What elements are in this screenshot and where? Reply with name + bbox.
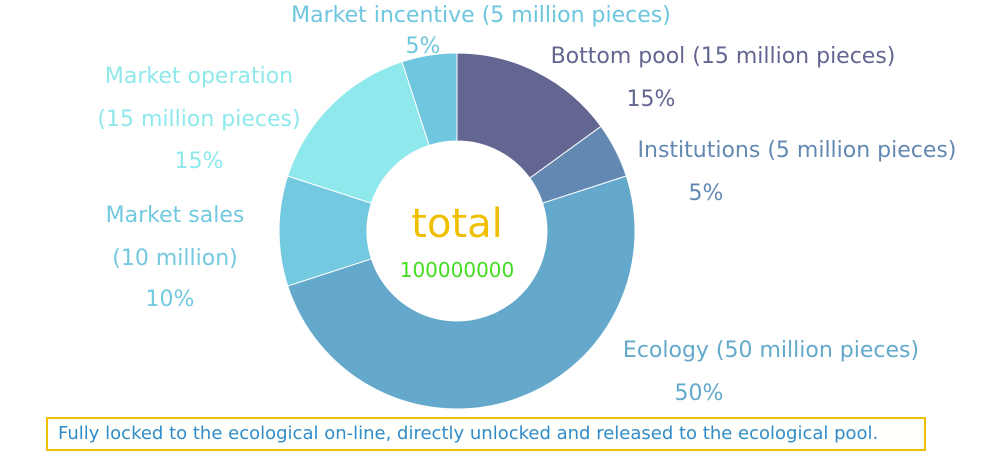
donut-hole: [367, 141, 547, 321]
slice-label-4-line-1: Market sales: [106, 203, 245, 228]
slice-percent-1: 15%: [627, 87, 676, 112]
slice-percent-6: 5%: [406, 34, 441, 59]
slice-label-5-line-1: Market operation: [105, 64, 293, 89]
slice-percent-4: 10%: [146, 287, 195, 312]
slice-label-2-line-1: Institutions (5 million pieces): [638, 138, 957, 163]
slice-label-3-line-1: Ecology (50 million pieces): [623, 338, 919, 363]
slice-label-4-line-2: (10 million): [112, 246, 237, 271]
slice-percent-3: 50%: [675, 381, 724, 406]
slice-percent-2: 5%: [689, 181, 724, 206]
slice-label-6-line-1: Market incentive (5 million pieces): [291, 3, 671, 28]
center-label: total: [411, 201, 502, 247]
center-value: 100000000: [400, 258, 515, 282]
slice-label-5-line-2: (15 million pieces): [97, 107, 300, 132]
slice-label-1-line-1: Bottom pool (15 million pieces): [551, 44, 896, 69]
slice-percent-5: 15%: [175, 149, 224, 174]
footnote-box: Fully locked to the ecological on-line, …: [46, 417, 926, 451]
footnote-text: Fully locked to the ecological on-line, …: [58, 423, 879, 444]
